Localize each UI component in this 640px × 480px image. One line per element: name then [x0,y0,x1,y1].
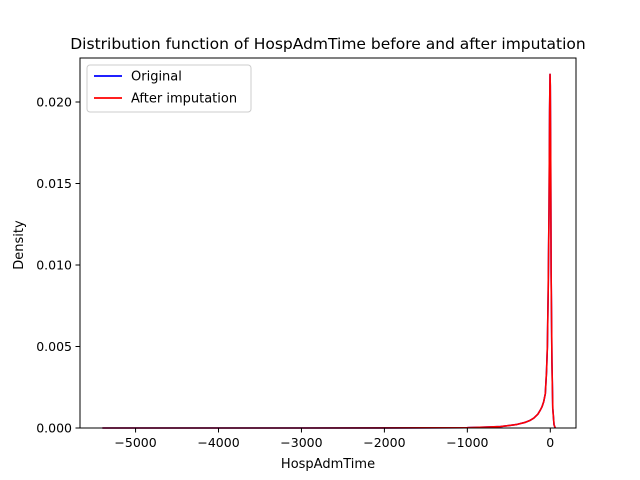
legend-entry-label: Original [131,70,182,85]
y-tick-label: 0.000 [36,421,72,436]
legend-entry-label: After imputation [131,92,237,107]
series-line-after-imputation [102,73,557,429]
x-tick-label: 0 [546,435,554,450]
x-axis-label: HospAdmTime [281,457,375,472]
y-tick-label: 0.010 [36,258,72,273]
legend-box [86,64,252,113]
x-tick-label: −3000 [280,435,322,450]
axes-frame [79,57,577,429]
y-tick-label: 0.015 [36,176,72,191]
y-tick-label: 0.020 [36,95,72,110]
x-tick-label: −1000 [446,435,488,450]
x-tick-label: −4000 [197,435,239,450]
plot-area: −5000 −4000 −3000 −2000 −1000 0 0.000 0.005 0.01… [36,57,577,450]
x-tick-label: −2000 [363,435,405,450]
y-axis-label: Density [12,220,27,270]
y-tick-label: 0.005 [36,339,72,354]
x-tick-label: −5000 [114,435,156,450]
chart-title: Distribution function of HospAdmTime bef… [70,35,585,53]
legend: Original After imputation [86,64,252,113]
